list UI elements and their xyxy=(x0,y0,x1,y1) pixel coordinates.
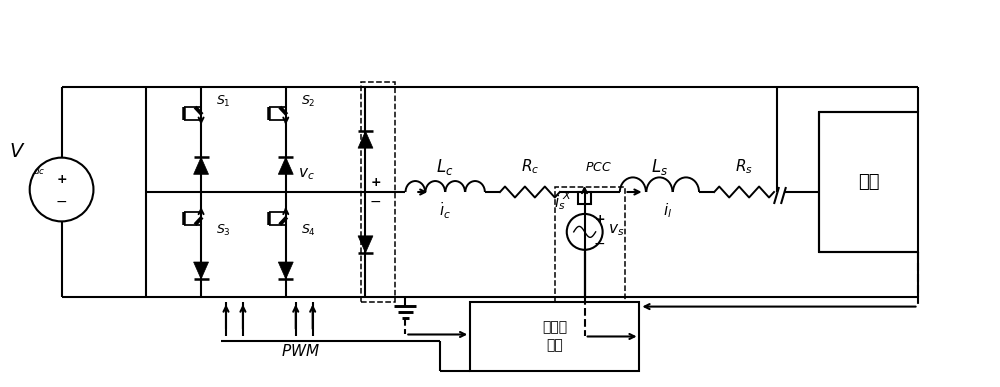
Text: $i_s$: $i_s$ xyxy=(554,194,566,212)
Text: $v_s$: $v_s$ xyxy=(608,222,625,238)
Text: $\dot{\imath}_c$: $\dot{\imath}_c$ xyxy=(439,200,451,221)
Text: $S_1$: $S_1$ xyxy=(216,94,231,109)
Bar xyxy=(819,112,918,252)
Bar xyxy=(470,301,639,372)
Text: $_{dc}$: $_{dc}$ xyxy=(33,163,46,176)
Text: 控制: 控制 xyxy=(546,339,563,353)
Text: 负载: 负载 xyxy=(858,173,879,191)
Bar xyxy=(555,187,625,301)
Text: $S_2$: $S_2$ xyxy=(301,94,315,109)
Text: −: − xyxy=(594,237,605,251)
Text: $i_l$: $i_l$ xyxy=(663,202,672,220)
Text: $X$: $X$ xyxy=(562,189,572,201)
Text: $V$: $V$ xyxy=(9,143,25,161)
Text: +: + xyxy=(56,173,67,186)
Polygon shape xyxy=(194,262,209,279)
Polygon shape xyxy=(194,158,209,174)
Text: $L_s$: $L_s$ xyxy=(651,157,668,177)
Polygon shape xyxy=(358,131,373,148)
Text: $L_c$: $L_c$ xyxy=(436,157,454,177)
Text: $R_s$: $R_s$ xyxy=(735,158,753,176)
Text: 采样及: 采样及 xyxy=(542,320,567,334)
Text: −: − xyxy=(370,195,381,209)
Text: $PCC$: $PCC$ xyxy=(585,161,612,174)
Text: $PWM$: $PWM$ xyxy=(281,343,320,360)
Bar xyxy=(361,82,395,301)
Bar xyxy=(578,192,591,204)
Text: $S_4$: $S_4$ xyxy=(301,223,316,238)
Text: +: + xyxy=(594,213,605,226)
Polygon shape xyxy=(278,158,293,174)
Text: +: + xyxy=(370,176,381,188)
Polygon shape xyxy=(278,262,293,279)
Text: −: − xyxy=(56,195,67,209)
Polygon shape xyxy=(358,236,373,253)
Text: $R_c$: $R_c$ xyxy=(521,158,539,176)
Text: $S_3$: $S_3$ xyxy=(216,223,231,238)
Text: $v_c$: $v_c$ xyxy=(298,166,314,182)
